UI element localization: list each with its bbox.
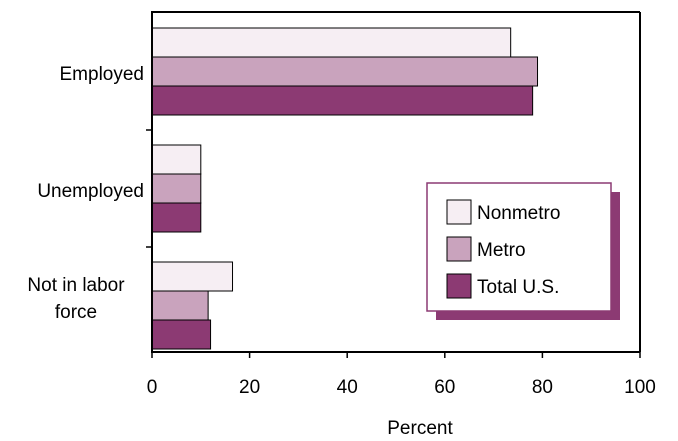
legend-label-1: Metro: [477, 240, 526, 261]
legend-label-0: Nonmetro: [477, 203, 560, 224]
legend: Nonmetro Metro Total U.S.: [426, 182, 620, 320]
bar-0-0: [151, 27, 512, 58]
bars-group: [151, 27, 539, 350]
bar-1-1: [151, 173, 202, 204]
legend-swatch-2: [446, 273, 472, 299]
category-label-1-line-0: Unemployed: [37, 181, 144, 202]
x-tick-label-3: 60: [434, 377, 455, 398]
category-label-0-line-0: Employed: [60, 64, 145, 85]
x-tick-label-0: 0: [147, 377, 158, 398]
bar-2-2: [151, 319, 212, 350]
x-axis-title: Percent: [387, 418, 453, 439]
category-label-2-line-1: force: [55, 302, 97, 323]
x-tick-label-4: 80: [532, 377, 553, 398]
x-tick-label-1: 20: [239, 377, 260, 398]
bar-0-2: [151, 261, 234, 292]
legend-label-2: Total U.S.: [477, 277, 559, 298]
x-tick-label-2: 40: [337, 377, 358, 398]
category-label-2-line-0: Not in labor: [27, 275, 125, 296]
bar-2-1: [151, 202, 202, 233]
bar-1-0: [151, 56, 539, 87]
x-ticks-group: 0 20 40 60 80 100: [146, 129, 656, 398]
legend-swatch-1: [446, 236, 472, 262]
bar-2-0: [151, 85, 534, 116]
legend-swatch-0: [446, 199, 472, 225]
x-tick-label-5: 100: [624, 377, 656, 398]
category-labels-group: Employed Unemployed Not in labor force: [27, 64, 144, 323]
bar-0-1: [151, 144, 202, 175]
bar-1-2: [151, 290, 209, 321]
